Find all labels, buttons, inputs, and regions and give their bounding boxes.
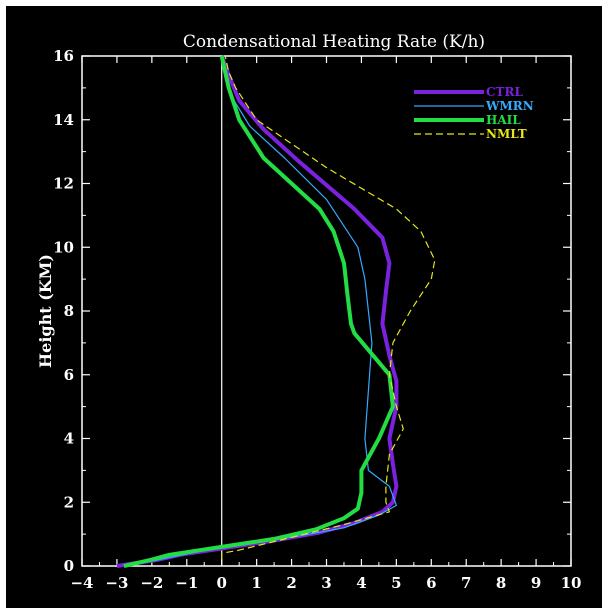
x-tick-label: −1 xyxy=(175,574,198,592)
x-tick-label: −3 xyxy=(105,574,128,592)
x-tick-label: 6 xyxy=(426,574,436,592)
y-tick-label: 10 xyxy=(53,238,74,256)
x-tick-label: 7 xyxy=(461,574,471,592)
x-tick-label: −2 xyxy=(140,574,163,592)
y-tick-label: 0 xyxy=(64,557,74,575)
x-tick-label: 8 xyxy=(496,574,506,592)
x-tick-label: 10 xyxy=(561,574,582,592)
y-tick-label: 2 xyxy=(64,493,74,511)
x-tick-label: 0 xyxy=(216,574,226,592)
y-axis-title: Height (KM) xyxy=(36,254,55,368)
series-line-wmrn xyxy=(123,55,397,567)
y-tick-label: 16 xyxy=(53,47,74,65)
y-tick-label: 4 xyxy=(64,430,74,448)
series-group xyxy=(116,55,436,568)
legend-label-wmrn: WMRN xyxy=(485,99,534,113)
series-line-nmlt xyxy=(221,55,436,560)
x-tick-label: 2 xyxy=(286,574,296,592)
x-tick-label: 4 xyxy=(356,574,366,592)
legend-label-ctrl: CTRL xyxy=(486,85,523,99)
y-tick-label: 8 xyxy=(64,302,74,320)
chart-frame: Condensational Heating Rate (K/h) Height… xyxy=(6,6,602,608)
x-tick-label: 9 xyxy=(531,574,541,592)
legend-label-hail: HAIL xyxy=(486,113,521,127)
x-tick-label: 3 xyxy=(321,574,331,592)
x-tick-label: 1 xyxy=(251,574,261,592)
series-line-hail xyxy=(123,55,395,568)
heating-rate-chart: Condensational Heating Rate (K/h) Height… xyxy=(36,32,581,592)
legend-label-nmlt: NMLT xyxy=(486,127,527,141)
y-tick-label: 12 xyxy=(53,175,74,193)
chart-title: Condensational Heating Rate (K/h) xyxy=(183,32,485,52)
y-tick-label: 14 xyxy=(53,111,74,129)
x-tick-label: −4 xyxy=(70,574,93,592)
x-tick-label: 5 xyxy=(391,574,401,592)
y-tick-label: 6 xyxy=(64,366,74,384)
